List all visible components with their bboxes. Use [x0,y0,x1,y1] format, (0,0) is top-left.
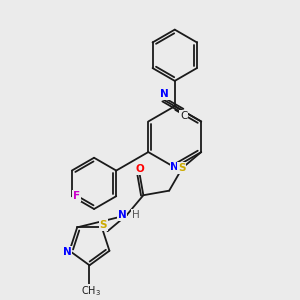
Text: S: S [178,163,185,173]
Text: N: N [118,210,127,220]
Text: F: F [73,191,80,201]
Text: CH$_3$: CH$_3$ [81,285,101,298]
Text: H: H [132,210,140,220]
Text: S: S [100,220,107,230]
Text: C: C [180,111,188,121]
Text: N: N [160,89,169,99]
Text: N: N [63,247,72,257]
Text: N: N [170,162,179,172]
Text: O: O [136,164,145,174]
